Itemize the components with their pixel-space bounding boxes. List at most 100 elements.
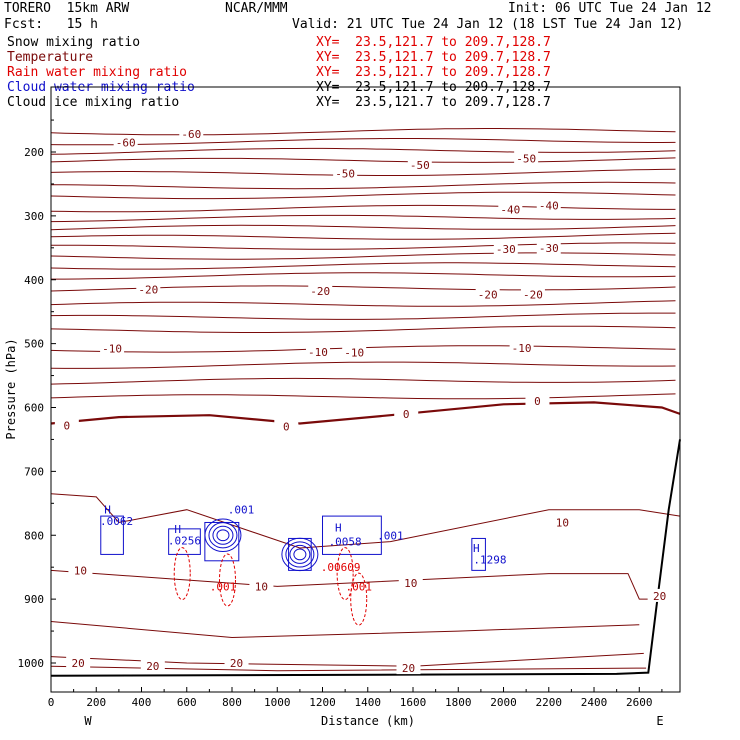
isotherm-line	[50, 204, 676, 213]
valid-time: Valid: 21 UTC Tue 24 Jan 12 (18 LST Tue …	[292, 17, 684, 32]
temperature-label: -20	[523, 288, 543, 301]
temperature-label-bg	[647, 588, 672, 602]
temperature-label: -30	[539, 242, 559, 255]
cloud-water-core	[216, 529, 230, 542]
temperature-label: 20	[72, 657, 85, 670]
temperature-label-bg	[550, 515, 575, 529]
y-tick-label: 400	[24, 274, 44, 287]
temperature-label-bg	[224, 656, 249, 669]
cloud-water-label: .001	[377, 529, 404, 542]
temperature-label-bg	[179, 127, 204, 141]
temperature-label: -40	[539, 200, 559, 213]
cloud-water-label: .0256	[168, 534, 201, 547]
cloud-water-label: .001	[228, 504, 255, 517]
temperature-label-bg	[100, 341, 125, 355]
y-tick-label: 500	[24, 338, 44, 351]
x-tick-label: 0	[48, 696, 55, 709]
isotherm-line	[50, 168, 676, 176]
temperature-label: 0	[534, 395, 541, 408]
y-tick-label: 300	[24, 210, 44, 223]
rain-label: .001	[345, 580, 372, 593]
org-label: NCAR/MMM	[225, 1, 288, 16]
isotherm-line-lower	[50, 621, 640, 639]
temperature-label: -20	[138, 283, 158, 296]
x-tick-label: 1600	[400, 696, 427, 709]
isotherm-line	[50, 312, 676, 320]
cloud-water-core	[212, 525, 234, 545]
temperature-label: -10	[512, 342, 532, 355]
cloud-water-label: .0058	[329, 536, 362, 549]
legend-snow: Snow mixing ratio	[7, 35, 141, 50]
temperature-label: -20	[310, 285, 330, 298]
legend-rain: Rain water mixing ratio	[7, 65, 188, 80]
temperature-label: 20	[653, 590, 666, 603]
temperature-label-bg	[140, 659, 165, 673]
isotherm-line	[50, 242, 676, 250]
x-tick-label: 2000	[490, 696, 517, 709]
temperature-label: -10	[344, 347, 364, 360]
init-time: Init: 06 UTC Tue 24 Jan 12	[508, 1, 712, 16]
isotherm-line	[50, 393, 676, 400]
x-tick-label: 1000	[264, 696, 291, 709]
cloud-water-core	[285, 541, 315, 568]
x-tick-label: 600	[177, 696, 197, 709]
temperature-label: -30	[496, 243, 516, 256]
x-tick-label: 1200	[309, 696, 336, 709]
cloud-water-core	[204, 518, 242, 552]
temperature-label-bg	[68, 563, 93, 577]
temperature-label-bg	[493, 242, 518, 256]
isotherm-line	[50, 262, 676, 270]
y-tick-label: 800	[24, 529, 44, 542]
temperature-label: 0	[283, 421, 290, 434]
cloud-water-core	[208, 522, 238, 549]
x-tick-label: 800	[222, 696, 242, 709]
x-tick-label: 2400	[581, 696, 608, 709]
temperature-label-bg	[398, 576, 423, 590]
temperature-label: -10	[102, 343, 122, 356]
temperature-label-bg	[536, 198, 561, 212]
temperature-label-bg	[305, 344, 330, 358]
temperature-label-bg	[498, 202, 523, 216]
temperature-label-bg	[394, 406, 419, 420]
rain-contour	[218, 553, 236, 607]
cloud-water-contour	[168, 528, 201, 555]
isotherm-line	[50, 361, 676, 369]
temperature-label-bg	[66, 656, 91, 669]
x-axis-east-label: E	[656, 714, 663, 728]
x-tick-label: 2200	[536, 696, 563, 709]
temperature-label: -50	[516, 152, 536, 165]
cloud-water-contour	[288, 537, 312, 571]
xy-temperature: XY= 23.5,121.7 to 209.7,128.7	[316, 50, 551, 65]
cloud-water-contour	[100, 515, 124, 555]
x-tick-label: 400	[132, 696, 152, 709]
xy-snow: XY= 23.5,121.7 to 209.7,128.7	[316, 35, 551, 50]
temperature-label: 10	[255, 580, 268, 593]
temperature-label-bg	[536, 240, 561, 254]
temperature-label-bg	[333, 166, 358, 180]
cloud-water-label: .1298	[473, 554, 506, 567]
isotherm-line	[50, 300, 676, 307]
isotherm-line	[50, 147, 676, 155]
isotherm-line	[50, 214, 676, 223]
cloud-water-core	[289, 544, 311, 564]
temperature-label-bg	[475, 287, 500, 301]
temperature-label-bg	[113, 135, 138, 149]
temperature-label: 0	[403, 408, 410, 421]
legend-cloud-water: Cloud water mixing ratio	[7, 80, 195, 95]
rain-contour	[173, 547, 191, 601]
isotherm-line-lower	[50, 493, 681, 549]
temperature-label-bg	[342, 345, 367, 359]
isotherm-line	[50, 325, 676, 333]
temperature-label-bg	[308, 284, 333, 298]
cloud-water-label: H	[174, 523, 181, 536]
cloud-water-label: H	[104, 504, 111, 517]
y-tick-label: 900	[24, 593, 44, 606]
isotherm-line	[50, 285, 676, 292]
y-tick-label: 200	[24, 146, 44, 159]
legend-temperature: Temperature	[7, 50, 94, 65]
temperature-label: 10	[74, 564, 87, 577]
isotherm-line	[51, 272, 676, 280]
isotherm-line	[50, 128, 676, 136]
temperature-label-bg	[54, 418, 79, 432]
